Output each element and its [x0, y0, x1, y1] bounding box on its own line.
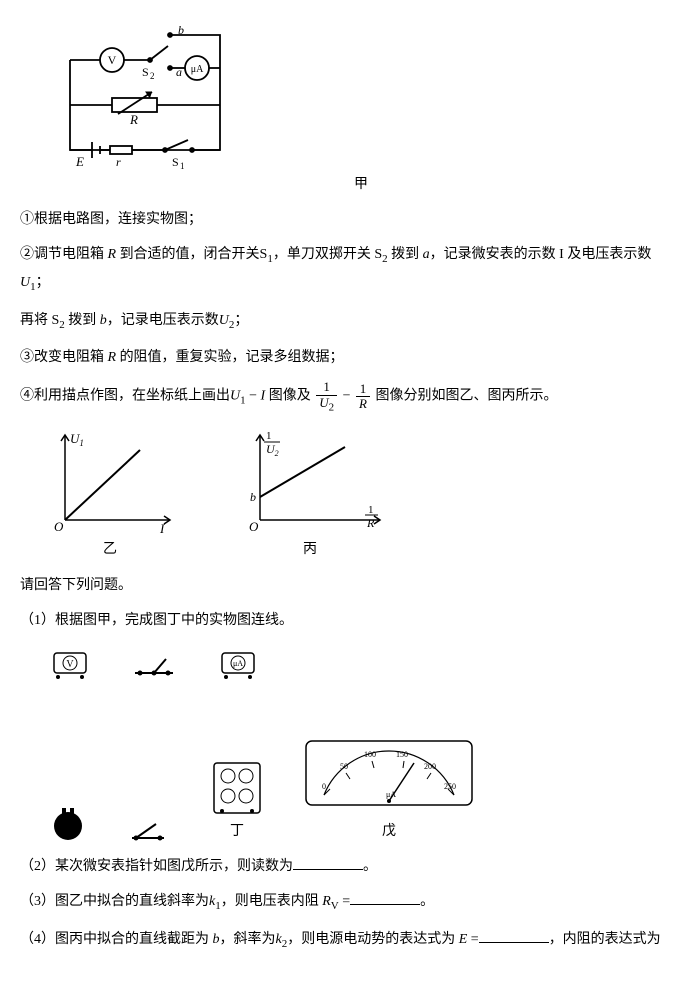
- step-2-line2: 再将 S2 拨到 b，记录电压表示数U2；: [20, 308, 672, 336]
- comp-voltmeter: V: [50, 647, 90, 679]
- circuit-svg: V μA b a S 2 R E r S 1: [50, 20, 240, 170]
- comp-resistance-box: 丁: [210, 759, 264, 844]
- svg-text:250: 250: [444, 782, 456, 791]
- svg-text:150: 150: [396, 750, 408, 759]
- svg-text:E: E: [75, 154, 84, 169]
- comp-dial: 0 50 100 150 200 250 μA 戊: [304, 739, 474, 844]
- svg-text:R: R: [129, 112, 138, 127]
- svg-text:100: 100: [364, 750, 376, 759]
- step-2-line1: ②调节电阻箱 R 到合适的值，闭合开关S1，单刀双掷开关 S2 拨到 a，记录微…: [20, 242, 672, 297]
- graphs-row: U1 I O 乙 1 U2 b 1 R O 丙: [40, 425, 672, 562]
- graph-bing: 1 U2 b 1 R O 丙: [230, 425, 390, 562]
- svg-text:V: V: [66, 659, 74, 670]
- step-1: ①根据电路图，连接实物图；: [20, 207, 672, 232]
- svg-text:μA: μA: [191, 64, 204, 75]
- svg-text:2: 2: [150, 71, 155, 81]
- question-3: （3）图乙中拟合的直线斜率为k1，则电压表内阻 RV =。: [20, 889, 672, 917]
- svg-text:0: 0: [322, 782, 326, 791]
- step-3: ③改变电阻箱 R 的阻值，重复实验，记录多组数据；: [20, 345, 672, 370]
- svg-text:200: 200: [424, 762, 436, 771]
- blank-q3[interactable]: [350, 890, 420, 905]
- question-2: （2）某次微安表指针如图戊所示，则读数为。: [20, 854, 672, 879]
- svg-text:μA: μA: [386, 790, 396, 799]
- svg-text:r: r: [116, 155, 121, 169]
- blank-q2[interactable]: [293, 855, 363, 870]
- svg-text:a: a: [176, 65, 182, 79]
- svg-text:1: 1: [266, 430, 272, 442]
- svg-text:S: S: [172, 155, 179, 169]
- svg-text:V: V: [108, 53, 117, 67]
- svg-text:50: 50: [340, 762, 348, 771]
- comp-switch1: [126, 816, 170, 844]
- blank-q4-e[interactable]: [479, 928, 549, 943]
- svg-text:R: R: [366, 516, 375, 530]
- question-1: （1）根据图甲，完成图丁中的实物图连线。: [20, 608, 672, 633]
- comp-microammeter: μA: [218, 647, 258, 679]
- comp-switch2: [130, 651, 178, 679]
- graph-yi: U1 I O 乙: [40, 425, 180, 562]
- answer-intro: 请回答下列问题。: [20, 573, 672, 598]
- svg-text:O: O: [249, 519, 259, 534]
- question-4: （4）图丙中拟合的直线截距为 b，斜率为k2，则电源电动势的表达式为 E =，内…: [20, 927, 672, 955]
- svg-text:U1: U1: [70, 431, 84, 448]
- svg-text:1: 1: [180, 161, 185, 170]
- svg-text:1: 1: [368, 504, 374, 516]
- caption-jia: 甲: [50, 172, 672, 197]
- svg-text:S: S: [142, 65, 149, 79]
- svg-text:b: b: [250, 490, 256, 504]
- svg-text:O: O: [54, 519, 64, 534]
- svg-text:μA: μA: [233, 659, 243, 668]
- components-row: V μA 丁 0 50: [50, 647, 570, 844]
- svg-text:U2: U2: [266, 442, 279, 458]
- svg-text:b: b: [178, 23, 184, 37]
- step-4: ④利用描点作图，在坐标纸上画出U1 − I 图像及 1U2 − 1R 图像分别如…: [20, 380, 672, 413]
- svg-text:I: I: [159, 521, 165, 535]
- circuit-figure: V μA b a S 2 R E r S 1 甲: [50, 20, 672, 197]
- comp-battery: [50, 804, 86, 844]
